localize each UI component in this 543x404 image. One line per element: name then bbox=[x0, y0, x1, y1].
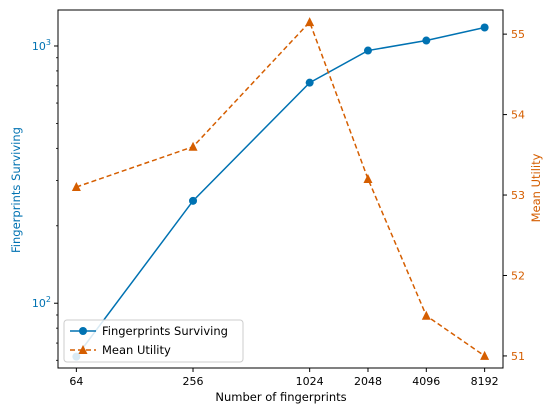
x-tick-label: 8192 bbox=[471, 375, 499, 388]
x-tick-label: 1024 bbox=[296, 375, 324, 388]
series-layer bbox=[71, 17, 490, 361]
mean-utility-point bbox=[480, 350, 490, 360]
legend-box bbox=[63, 319, 244, 363]
y-right-tick-label: 51 bbox=[511, 350, 525, 363]
mean-utility-point bbox=[188, 141, 198, 151]
fingerprints-surviving-point bbox=[189, 196, 198, 205]
legend-label-mean-utility: Mean Utility bbox=[102, 343, 171, 357]
mean-utility-point bbox=[71, 181, 81, 191]
fingerprints-surviving-point bbox=[363, 46, 372, 55]
legend-marker-mean-utility bbox=[78, 345, 88, 354]
y-right-axis: 51 52 53 54 55 bbox=[503, 28, 525, 363]
fingerprints-surviving-point bbox=[422, 36, 431, 45]
y-left-axis: 102 103 bbox=[32, 38, 58, 361]
x-tick-label: 64 bbox=[69, 375, 83, 388]
x-axis-title: Number of fingerprints bbox=[215, 390, 346, 404]
y-left-axis-title: Fingerprints Surviving bbox=[9, 127, 23, 253]
y-right-tick-label: 54 bbox=[511, 109, 525, 122]
x-axis: 64 256 1024 2048 4096 8192 bbox=[69, 368, 499, 388]
fingerprints-surviving-point bbox=[480, 23, 489, 32]
legend: Fingerprints Surviving Mean Utility bbox=[63, 319, 244, 363]
legend-marker-fingerprints-surviving bbox=[79, 327, 87, 335]
legend-label-fingerprints-surviving: Fingerprints Surviving bbox=[102, 324, 228, 338]
y-right-tick-label: 52 bbox=[511, 269, 525, 282]
mean-utility-line bbox=[76, 20, 486, 357]
y-right-tick-label: 55 bbox=[511, 28, 525, 41]
mean-utility-point bbox=[305, 17, 315, 27]
y-left-tick-label: 102 bbox=[32, 295, 51, 310]
fingerprints-surviving-point bbox=[305, 78, 314, 87]
y-right-tick-label: 53 bbox=[511, 189, 525, 202]
plot-border bbox=[57, 9, 504, 369]
mean-utility-point bbox=[363, 173, 373, 183]
mean-utility-point bbox=[421, 310, 431, 320]
fingerprints-surviving-line bbox=[75, 26, 485, 358]
y-right-axis-title: Mean Utility bbox=[529, 153, 543, 222]
y-left-tick-label: 103 bbox=[32, 38, 51, 53]
x-tick-label: 256 bbox=[183, 375, 204, 388]
x-tick-label: 2048 bbox=[354, 375, 382, 388]
plot-frame bbox=[57, 9, 504, 369]
x-tick-label: 4096 bbox=[412, 375, 440, 388]
